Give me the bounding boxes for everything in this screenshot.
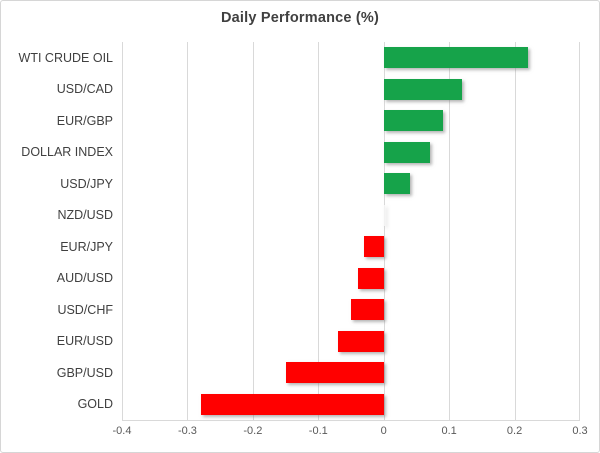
bar-usd-cad bbox=[383, 78, 463, 100]
bar-gbp-usd bbox=[285, 362, 384, 384]
bar-gold bbox=[200, 393, 384, 415]
category-label-gold: GOLD bbox=[77, 397, 113, 412]
bar-dollar-index bbox=[383, 141, 430, 163]
category-label-nzd-usd: NZD/USD bbox=[57, 208, 113, 223]
x-tick-label--0.1: -0.1 bbox=[308, 425, 328, 437]
category-label-gbp-usd: GBP/USD bbox=[56, 365, 113, 380]
x-tick-label--0.2: -0.2 bbox=[243, 425, 263, 437]
gridline-0 bbox=[384, 42, 385, 420]
category-label-usd-jpy: USD/JPY bbox=[60, 176, 113, 191]
category-label-eur-jpy: EUR/JPY bbox=[60, 239, 113, 254]
x-tick-label-0.2: 0.2 bbox=[506, 425, 523, 437]
chart-title: Daily Performance (%) bbox=[220, 10, 380, 26]
x-axis-line bbox=[122, 420, 580, 421]
gridline--0.2 bbox=[253, 42, 254, 420]
bar-nzd-usd bbox=[383, 204, 386, 226]
gridline-0.1 bbox=[449, 42, 450, 420]
bar-aud-usd bbox=[357, 267, 384, 289]
x-tick-label-0.1: 0.1 bbox=[441, 425, 457, 437]
bar-eur-usd bbox=[337, 330, 384, 352]
category-label-usd-cad: USD/CAD bbox=[56, 82, 113, 97]
x-tick-label-0.3: 0.3 bbox=[572, 425, 588, 437]
gridline-0.3 bbox=[579, 42, 580, 420]
plot-area bbox=[122, 42, 580, 420]
category-label-usd-chf: USD/CHF bbox=[57, 302, 113, 317]
bar-usd-chf bbox=[351, 299, 384, 321]
x-tick-label--0.3: -0.3 bbox=[177, 425, 197, 437]
gridline--0.4 bbox=[122, 42, 123, 420]
category-label-aud-usd: AUD/USD bbox=[56, 271, 113, 286]
category-label-eur-gbp: EUR/GBP bbox=[56, 113, 113, 128]
x-tick-label-0: 0 bbox=[380, 425, 387, 437]
category-label-wti-crude-oil: WTI CRUDE OIL bbox=[18, 50, 113, 65]
gridline--0.1 bbox=[318, 42, 319, 420]
category-label-dollar-index: DOLLAR INDEX bbox=[21, 145, 113, 160]
bar-usd-jpy bbox=[383, 173, 410, 195]
bar-eur-gbp bbox=[383, 110, 443, 132]
x-tick-label--0.4: -0.4 bbox=[112, 425, 132, 437]
bar-eur-jpy bbox=[364, 236, 384, 258]
category-label-eur-usd: EUR/USD bbox=[56, 334, 113, 349]
gridline-0.2 bbox=[515, 42, 516, 420]
bar-wti-crude-oil bbox=[383, 47, 528, 69]
gridline--0.3 bbox=[187, 42, 188, 420]
